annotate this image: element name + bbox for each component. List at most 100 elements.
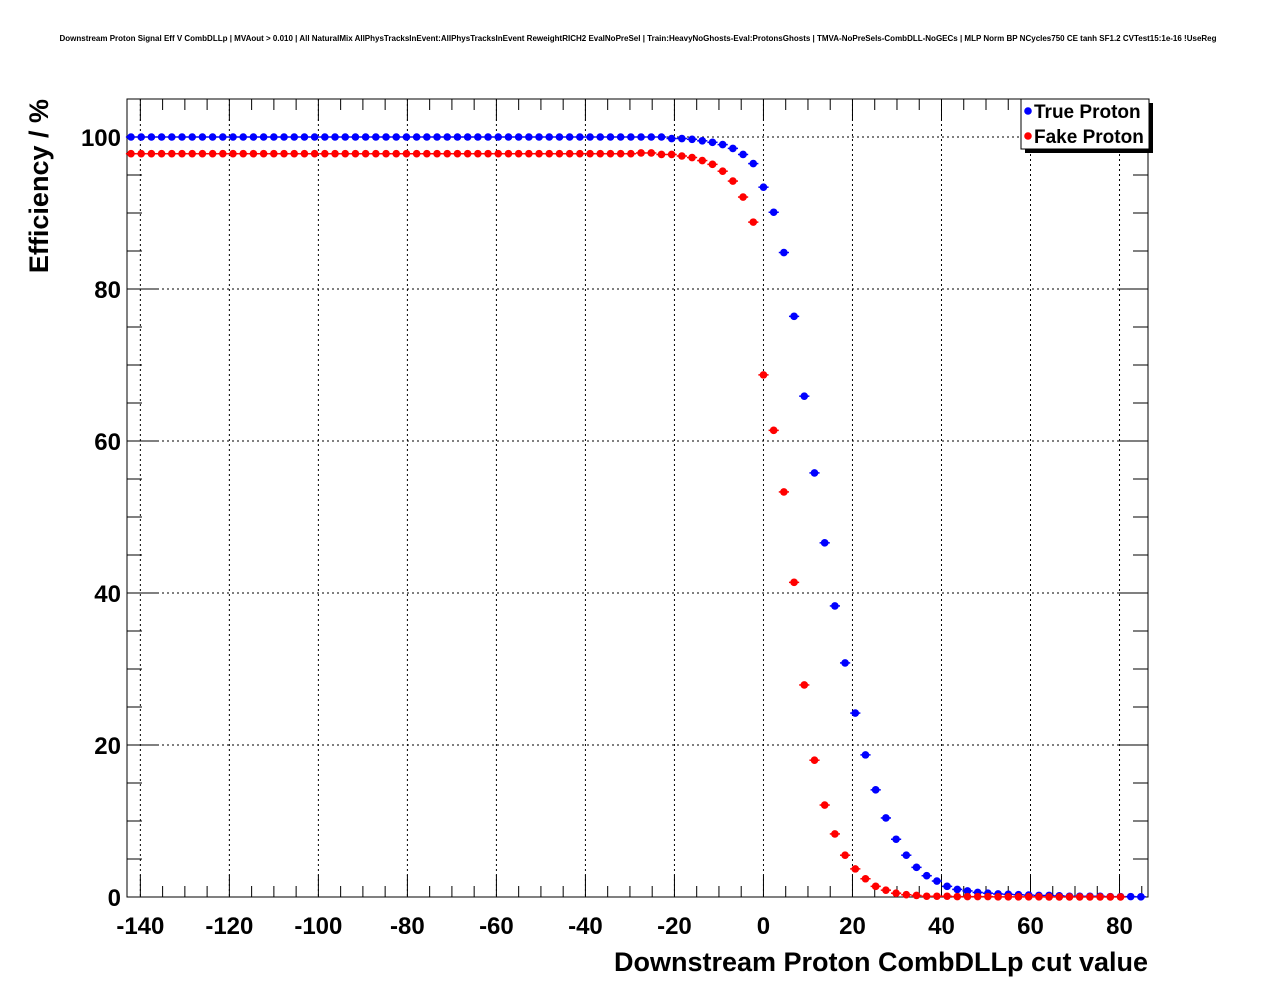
data-point (147, 133, 156, 141)
data-point (249, 149, 258, 158)
data-point (1086, 893, 1094, 901)
data-point (667, 134, 676, 143)
data-point (402, 149, 411, 158)
data-point (810, 756, 819, 764)
data-point (259, 149, 268, 158)
x-tick-label: -100 (294, 913, 342, 940)
data-point (647, 149, 656, 157)
data-point (841, 659, 849, 667)
data-point (820, 801, 829, 809)
data-point (861, 751, 870, 759)
data-point (157, 133, 166, 141)
data-point (892, 889, 900, 897)
x-tick-label: -20 (657, 913, 692, 940)
x-tick-label: -60 (479, 913, 514, 940)
data-point (953, 892, 962, 901)
data-point (1055, 893, 1064, 901)
data-point (239, 149, 248, 158)
data-point (484, 149, 492, 158)
data-point (963, 892, 972, 901)
data-point (871, 882, 880, 891)
data-point (637, 133, 645, 141)
data-point (239, 133, 248, 141)
data-point (280, 133, 288, 141)
data-point (943, 892, 951, 901)
data-point (351, 133, 360, 141)
data-point (219, 133, 227, 141)
data-point (882, 814, 890, 822)
data-point (412, 133, 421, 141)
data-point (504, 149, 513, 158)
data-point (606, 133, 615, 141)
data-point (361, 149, 370, 158)
data-point (851, 865, 860, 873)
data-point (300, 133, 309, 141)
data-point (270, 133, 278, 141)
data-point (535, 133, 543, 141)
data-point (270, 149, 278, 158)
data-point (1096, 893, 1104, 901)
data-point (504, 133, 513, 141)
data-point (749, 218, 758, 226)
x-tick-label: 60 (1017, 913, 1044, 940)
legend-label: Fake Proton (1034, 127, 1144, 148)
data-point (933, 892, 941, 901)
y-tick-label: 80 (94, 277, 121, 304)
data-point (259, 133, 268, 141)
data-point (372, 133, 380, 141)
data-point (168, 149, 176, 158)
data-point (984, 892, 992, 901)
data-point (331, 149, 339, 158)
data-point (341, 133, 350, 141)
y-tick-label: 60 (94, 429, 121, 456)
data-point (780, 488, 788, 496)
data-point (443, 149, 452, 158)
data-point (127, 149, 135, 158)
data-point (994, 893, 1002, 901)
data-point (565, 133, 574, 141)
data-point (708, 138, 717, 147)
y-tick-label: 20 (94, 733, 121, 760)
y-tick-label: 40 (94, 581, 121, 608)
data-point (351, 149, 360, 158)
data-point (310, 133, 319, 141)
data-point (545, 133, 554, 141)
data-point (157, 149, 166, 158)
data-point (361, 133, 370, 141)
data-point (922, 871, 931, 880)
data-point (433, 133, 441, 141)
data-point (841, 851, 849, 859)
data-point (494, 149, 503, 158)
data-point (627, 149, 635, 158)
data-point (647, 133, 656, 141)
data-point (759, 183, 768, 191)
data-point (790, 578, 798, 587)
x-tick-label: 80 (1106, 913, 1133, 940)
data-point (688, 135, 696, 144)
data-point (341, 149, 350, 158)
data-point (514, 133, 523, 141)
data-point (739, 150, 747, 159)
data-point (606, 149, 615, 158)
x-tick-label: -120 (205, 913, 253, 940)
legend-marker (1024, 132, 1032, 140)
data-point (1126, 892, 1135, 901)
data-point (535, 149, 543, 158)
data-point (290, 133, 299, 141)
data-point (249, 133, 258, 141)
data-point (178, 149, 186, 158)
data-point (657, 133, 666, 141)
data-point (576, 133, 584, 141)
data-point (718, 167, 727, 175)
data-point (576, 149, 584, 158)
data-point (729, 177, 737, 185)
data-point (147, 149, 156, 158)
x-tick-label: 20 (839, 913, 866, 940)
data-point (198, 133, 207, 141)
data-point (545, 149, 554, 158)
data-point (892, 835, 900, 844)
data-point (667, 150, 676, 159)
data-point (331, 133, 339, 141)
data-point (749, 159, 758, 168)
